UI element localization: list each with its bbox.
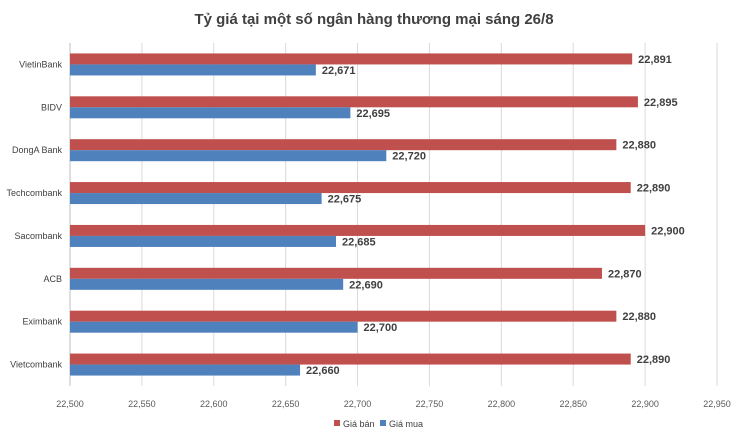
data-label-gi-b-n-eximbank: 22,880 — [622, 311, 656, 323]
legend-swatch-gi-b-n — [334, 420, 340, 426]
category-label-sacombank: Sacombank — [14, 231, 62, 241]
data-label-gi-mua-donga-bank: 22,720 — [392, 151, 426, 163]
category-label-techcombank: Techcombank — [6, 188, 62, 198]
x-tick-label: 22,950 — [703, 399, 731, 409]
data-label-gi-mua-bidv: 22,695 — [356, 108, 390, 120]
data-label-gi-b-n-sacombank: 22,900 — [651, 225, 685, 237]
x-tick-label: 22,500 — [56, 399, 84, 409]
bar-gi-b-n-acb — [70, 267, 602, 279]
data-label-gi-b-n-techcombank: 22,890 — [637, 183, 671, 195]
gridlines — [69, 43, 718, 386]
category-label-bidv: BIDV — [41, 102, 62, 112]
bar-gi-b-n-eximbank — [70, 310, 617, 322]
legend-label-gi-b-n: Giá bán — [343, 419, 375, 429]
x-tick-label: 22,550 — [128, 399, 156, 409]
category-label-vietcombank: Vietcombank — [10, 360, 62, 370]
bar-gi-b-n-donga-bank — [70, 139, 617, 151]
bar-gi-mua-acb — [70, 278, 344, 290]
legend: Giá bán Giá mua — [334, 419, 423, 429]
data-label-gi-b-n-donga-bank: 22,880 — [622, 140, 656, 152]
bar-gi-b-n-techcombank — [70, 182, 631, 194]
data-label-gi-mua-acb: 22,690 — [349, 279, 383, 291]
bars — [70, 53, 646, 376]
data-label-gi-b-n-vietinbank: 22,891 — [638, 54, 672, 66]
data-label-gi-b-n-acb: 22,870 — [608, 268, 642, 280]
bar-gi-mua-techcombank — [70, 193, 322, 205]
bar-gi-b-n-bidv — [70, 96, 638, 108]
bar-gi-mua-vietcombank — [70, 364, 301, 376]
data-label-gi-mua-eximbank: 22,700 — [364, 322, 398, 334]
category-label-vietinbank: VietinBank — [19, 59, 62, 69]
category-label-donga-bank: DongA Bank — [12, 145, 63, 155]
data-label-gi-mua-sacombank: 22,685 — [342, 236, 376, 248]
x-tick-label: 22,800 — [488, 399, 516, 409]
data-label-gi-mua-techcombank: 22,675 — [328, 194, 362, 206]
x-tick-label: 22,600 — [200, 399, 228, 409]
bar-gi-mua-donga-bank — [70, 150, 387, 162]
x-tick-label: 22,700 — [344, 399, 372, 409]
x-tick-label: 22,900 — [631, 399, 659, 409]
data-labels: 22,891 22,671 22,895 22,695 22,880 22,720 22,8… — [306, 54, 685, 377]
bar-gi-b-n-vietcombank — [70, 353, 631, 365]
bar-gi-b-n-sacombank — [70, 224, 646, 236]
data-label-gi-b-n-bidv: 22,895 — [644, 97, 678, 109]
chart-title: Tỷ giá tại một số ngân hàng thương mại s… — [194, 11, 553, 28]
category-label-eximbank: Eximbank — [22, 317, 62, 327]
category-label-acb: ACB — [43, 274, 62, 284]
x-tick-label: 22,650 — [272, 399, 300, 409]
data-label-gi-mua-vietinbank: 22,671 — [322, 65, 356, 77]
bar-gi-mua-vietinbank — [70, 64, 316, 76]
x-tick-label: 22,850 — [559, 399, 587, 409]
bar-gi-mua-eximbank — [70, 321, 358, 333]
x-axis-tick-labels: 22,500 22,550 22,600 22,650 22,700 22,750 22,8… — [56, 399, 731, 409]
data-label-gi-b-n-vietcombank: 22,890 — [637, 354, 671, 366]
legend-label-gi-mua: Giá mua — [389, 419, 423, 429]
bar-gi-b-n-vietinbank — [70, 53, 633, 65]
bar-gi-mua-sacombank — [70, 235, 336, 247]
category-labels: VietinBank BIDV DongA Bank Techcombank Sacom… — [6, 59, 62, 369]
x-tick-label: 22,750 — [416, 399, 444, 409]
bar-gi-mua-bidv — [70, 107, 351, 119]
data-label-gi-mua-vietcombank: 22,660 — [306, 365, 340, 377]
legend-swatch-gi-mua — [380, 420, 386, 426]
